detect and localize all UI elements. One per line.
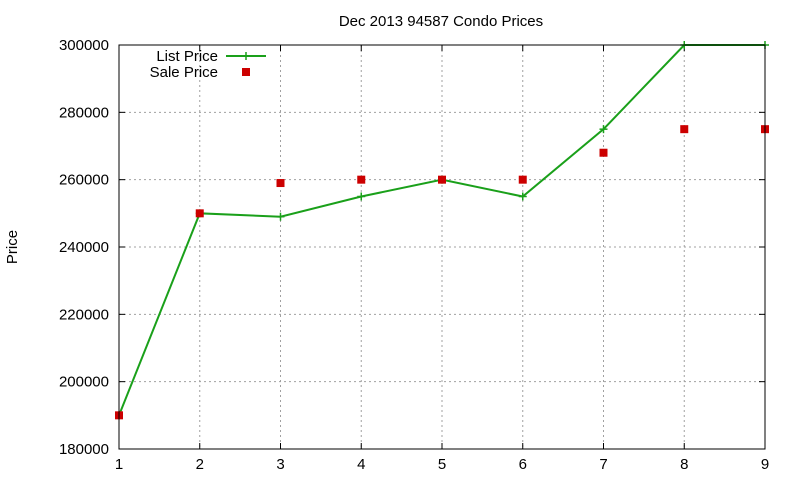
y-tick-label: 240000 xyxy=(59,239,109,256)
y-tick-label: 220000 xyxy=(59,306,109,323)
legend-label: Sale Price xyxy=(150,64,218,81)
plot-frame xyxy=(118,44,766,450)
y-axis-label: Price xyxy=(4,230,21,264)
y-tick-label: 200000 xyxy=(59,374,109,391)
sale-price-point xyxy=(195,209,204,218)
sale-price-point xyxy=(680,125,689,134)
list-price-point xyxy=(357,192,366,201)
x-tick-label: 3 xyxy=(276,456,284,473)
list-price-point xyxy=(599,125,608,134)
list-price-point xyxy=(276,212,285,221)
legend-swatch-marker xyxy=(242,68,250,76)
y-tick-label: 180000 xyxy=(59,441,109,458)
sale-price-point xyxy=(599,148,608,157)
x-tick-label: 8 xyxy=(680,456,688,473)
y-tick-label: 300000 xyxy=(59,37,109,54)
sale-price-point xyxy=(518,175,527,184)
x-tick-label: 7 xyxy=(599,456,607,473)
legend-swatch-marker xyxy=(242,52,250,60)
legend-label: List Price xyxy=(156,48,218,65)
tick-labels: 180000 200000 220000 240000 260000 280000 3000… xyxy=(59,37,769,473)
x-tick-label: 6 xyxy=(519,456,527,473)
grid-lines xyxy=(119,45,765,449)
sale-price-point xyxy=(357,175,366,184)
list-price-point xyxy=(518,192,527,201)
chart-title: Dec 2013 94587 Condo Prices xyxy=(339,13,543,30)
y-tick-label: 280000 xyxy=(59,104,109,121)
x-tick-label: 9 xyxy=(761,456,769,473)
x-tick-label: 2 xyxy=(196,456,204,473)
sale-price-point xyxy=(438,175,446,184)
sale-price-point xyxy=(276,179,285,188)
x-tick-label: 1 xyxy=(115,456,123,473)
y-tick-label: 260000 xyxy=(59,172,109,189)
x-tick-label: 4 xyxy=(357,456,365,473)
x-tick-label: 5 xyxy=(438,456,446,473)
